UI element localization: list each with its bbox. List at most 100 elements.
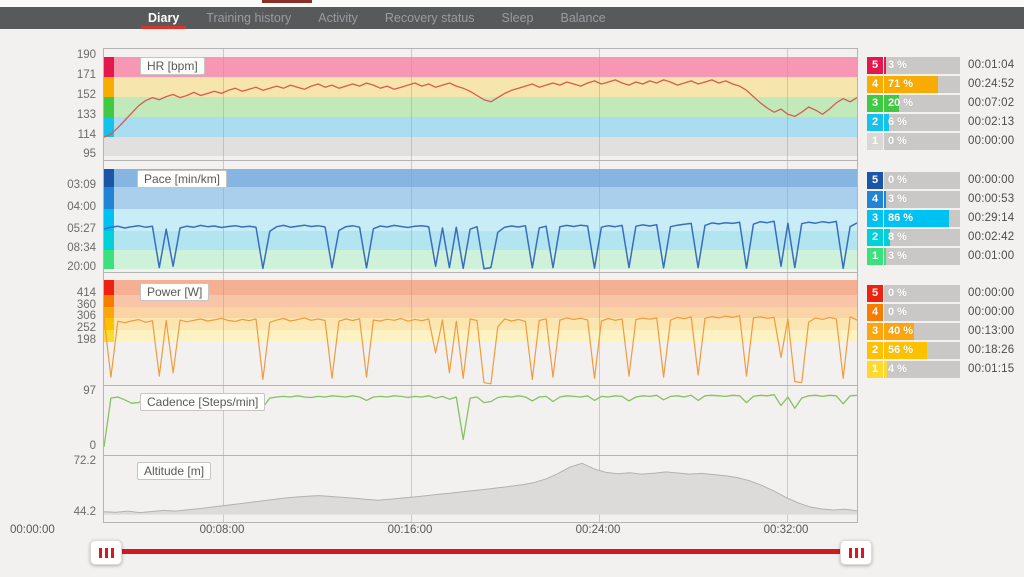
hr-zone-percent: 6 % [888, 116, 907, 128]
power-ytick: 360 [76, 299, 96, 311]
pace-zone-percent: 8 % [888, 231, 907, 243]
hr-zone-band-5 [104, 56, 857, 77]
x-axis-label-2: 00:16:00 [387, 524, 433, 536]
pace-zone-band-3 [104, 209, 857, 231]
altitude-vertical-gridline [411, 456, 412, 522]
pace-chart-title: Pace [min/km] [137, 170, 228, 188]
x-axis-label-1: 00:08:00 [199, 524, 245, 536]
pace-zone-bar-fill [884, 191, 886, 208]
hr-ytick: 152 [76, 89, 96, 102]
hr-ytick: 95 [83, 147, 96, 160]
cadence-vertical-gridline [787, 386, 788, 455]
power-zone-percent: 0 % [888, 306, 907, 318]
pace-zone-bar-fill [884, 229, 890, 246]
pace-zone-percent: 3 % [888, 193, 907, 205]
slider-handle-right[interactable] [840, 540, 872, 565]
altitude-vertical-gridline [787, 456, 788, 522]
altitude-vertical-gridline [223, 456, 224, 522]
hr-zone-bar-track [884, 133, 960, 150]
hr-zone-strip-2 [104, 116, 114, 138]
grip-icon [860, 547, 864, 558]
pace-zone-number-5: 5 [867, 172, 883, 189]
hr-zone-time: 00:24:52 [968, 78, 1015, 90]
power-ytick: 252 [76, 321, 96, 334]
hr-zone-time: 00:07:02 [968, 97, 1015, 109]
hr-zone-number-3: 3 [867, 95, 883, 112]
pace-ytick: 08:34 [67, 242, 96, 255]
slider-handle-left[interactable] [90, 540, 122, 565]
pace-vertical-gridline [599, 161, 600, 272]
hr-zone-time: 00:01:04 [968, 59, 1015, 71]
hr-ytick: 114 [77, 129, 96, 142]
tab-diary[interactable]: Diary [141, 7, 187, 29]
tab-recovery-status[interactable]: Recovery status [385, 7, 475, 29]
tab-training-history-label: Training history [206, 11, 292, 25]
cadence-vertical-gridline [223, 386, 224, 455]
grip-icon [848, 547, 852, 558]
hr-zone-row-2: 2 6 % 00:02:13 [867, 114, 1024, 131]
power-zone-number-3: 3 [867, 323, 883, 340]
tab-training-history[interactable]: Training history [206, 7, 291, 29]
pace-series-line [104, 220, 857, 270]
tab-sleep[interactable]: Sleep [502, 7, 534, 29]
altitude-ytick: 72.2 [73, 454, 96, 467]
altitude-chart[interactable]: Altitude [m] [104, 456, 857, 523]
power-ytick: 306 [76, 309, 96, 322]
pace-zone-time: 00:01:00 [968, 250, 1015, 262]
hr-zone-strip-5 [104, 56, 114, 77]
cadence-chart[interactable]: Cadence [Steps/min] [104, 386, 857, 456]
power-series-line [104, 315, 857, 385]
hr-zone-bar-track [884, 57, 960, 74]
time-range-slider-bar[interactable] [105, 549, 855, 554]
power-zone-bar-fill [884, 342, 927, 359]
hr-zone-number-1: 1 [867, 133, 883, 150]
pace-zone-time: 00:00:53 [968, 193, 1015, 205]
grip-icon [98, 547, 102, 558]
hr-zone-band-3 [104, 97, 857, 117]
pace-zone-strip-1 [104, 250, 114, 269]
x-axis-label-3: 00:24:00 [575, 524, 621, 536]
cadence-chart-title: Cadence [Steps/min] [140, 393, 266, 411]
power-chart-title: Power [W] [140, 283, 210, 301]
power-zone-row-1: 1 4 % 00:01:15 [867, 361, 1024, 378]
tab-balance-label: Balance [560, 11, 606, 25]
hr-zone-number-4: 4 [867, 76, 883, 93]
pace-zone-number-2: 2 [867, 229, 883, 246]
hr-chart[interactable]: HR [bpm] [104, 49, 857, 161]
hr-ytick: 190 [76, 48, 96, 61]
power-zone-strip-3 [104, 307, 114, 318]
pace-zone-row-2: 2 8 % 00:02:42 [867, 229, 1024, 246]
tab-balance[interactable]: Balance [560, 7, 605, 29]
x-axis-label-4: 00:32:00 [763, 524, 809, 536]
altitude-area [104, 463, 857, 515]
pace-zone-number-4: 4 [867, 191, 883, 208]
hr-zone-percent: 20 % [888, 97, 914, 109]
altitude-series-line [104, 462, 857, 514]
cadence-ytick: 0 [89, 440, 96, 453]
cadence-vertical-gridline [599, 386, 600, 455]
tab-activity-label: Activity [318, 11, 358, 25]
pace-zone-percent: 3 % [888, 250, 907, 262]
hr-zone-percent: 71 % [888, 78, 914, 90]
hr-vertical-gridline [787, 49, 788, 160]
hr-zone-bar-fill [884, 114, 889, 131]
hr-zone-row-4: 4 71 % 00:24:52 [867, 76, 1024, 93]
hr-chart-title: HR [bpm] [140, 57, 205, 75]
power-zone-number-1: 1 [867, 361, 883, 378]
hr-zone-time: 00:02:13 [968, 116, 1015, 128]
tab-activity[interactable]: Activity [318, 7, 358, 29]
tab-recovery-status-label: Recovery status [384, 11, 475, 25]
power-chart[interactable]: Power [W] [104, 273, 857, 386]
tab-sleep-label: Sleep [501, 11, 534, 25]
pace-chart[interactable]: Pace [min/km] [104, 161, 857, 273]
hr-zone-strip-4 [104, 77, 114, 98]
pace-vertical-gridline [787, 161, 788, 272]
hr-zone-bar-track [884, 114, 960, 131]
x-axis-label-0: 00:00:00 [10, 524, 55, 536]
power-zone-band-2 [104, 317, 857, 330]
pace-zone-bar-track [884, 191, 960, 208]
hr-zone-strip-3 [104, 97, 114, 117]
power-zone-strip-2 [104, 317, 114, 330]
